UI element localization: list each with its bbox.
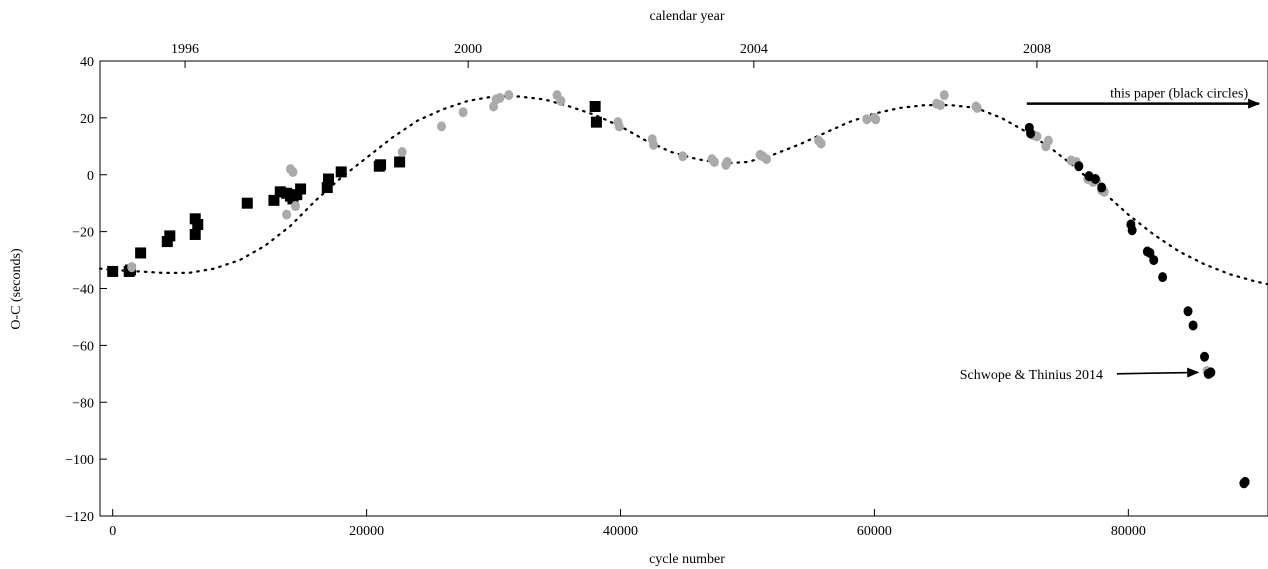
data-point-black-circle (1183, 306, 1193, 317)
data-point-square (189, 213, 201, 225)
x-tick-label: 0 (109, 524, 116, 539)
data-point-gray-circle (504, 90, 514, 101)
y-tick-label: 20 (80, 112, 94, 127)
data-point-square (321, 182, 333, 194)
data-point-square (590, 116, 602, 128)
data-point-square (161, 236, 173, 248)
x-tick-label: 60000 (857, 524, 892, 539)
data-point-gray-circle (556, 95, 566, 106)
data-point-square (107, 265, 119, 277)
data-point-black-circle (1097, 182, 1107, 193)
top-tick-label: 2000 (454, 42, 482, 57)
top-axis-title: calendar year (650, 9, 725, 24)
data-point-square (394, 156, 406, 168)
data-point-black-circle (1090, 174, 1100, 185)
data-point-square (268, 194, 280, 206)
data-point-square (323, 173, 335, 185)
data-point-gray-circle (939, 90, 949, 101)
data-point-black-circle (1074, 161, 1084, 172)
data-point-gray-circle (1043, 135, 1053, 146)
y-tick-label: −40 (72, 283, 94, 298)
data-point-gray-circle (291, 201, 301, 212)
data-point-black-circle (1188, 320, 1198, 331)
data-point-gray-circle (862, 114, 872, 125)
data-point-gray-circle (288, 166, 298, 177)
data-point-square (192, 219, 204, 231)
data-point-square (375, 159, 387, 171)
data-point-gray-circle (678, 151, 688, 162)
x-tick-label: 40000 (603, 524, 638, 539)
y-tick-label: 0 (87, 169, 94, 184)
data-point-square (335, 166, 347, 178)
data-point-gray-circle (972, 102, 982, 113)
data-point-gray-circle (397, 147, 407, 157)
data-point-gray-circle (709, 156, 719, 167)
data-point-square (189, 228, 201, 240)
data-point-gray-circle (871, 114, 881, 125)
axis-ticks-layer: 0 20000 40000 60000 80000 40 20 0 −20 −40 −60 −80 −1… (65, 42, 1146, 539)
data-point-gray-circle (762, 154, 772, 165)
schwope-label: Schwope & Thinius 2014 (960, 368, 1103, 383)
data-point-square (589, 101, 601, 112)
data-point-black-circle (1158, 272, 1168, 283)
data-point-black-circle (1240, 476, 1250, 487)
data-point-gray-circle (458, 107, 468, 118)
data-point-black-circle (1026, 128, 1036, 139)
x-tick-label: 80000 (1111, 524, 1146, 539)
schwope-arrow (1116, 367, 1200, 378)
data-point-black-circle (1200, 351, 1210, 362)
plot-frame (99, 60, 1268, 517)
data-points-layer (107, 90, 1250, 489)
data-point-black-circle (1127, 225, 1137, 236)
this-paper-label: this paper (black circles) (1110, 86, 1248, 101)
y-tick-label: −100 (65, 453, 94, 468)
data-point-gray-circle (649, 139, 659, 150)
data-point-gray-circle (495, 92, 505, 103)
data-point-square (291, 189, 303, 201)
data-point-gray-circle (935, 100, 945, 111)
top-tick-label: 2008 (1023, 42, 1051, 57)
annotation-layer: this paper (black circles) Schwope & Thin… (960, 86, 1261, 383)
y-tick-label: 40 (80, 55, 94, 70)
data-point-gray-circle (127, 262, 137, 273)
data-point-gray-circle (282, 209, 292, 220)
data-point-black-circle (1149, 255, 1159, 266)
y-tick-label: −120 (65, 510, 94, 525)
model-curve (98, 95, 1268, 286)
data-point-square (241, 197, 253, 209)
y-tick-label: −20 (72, 226, 94, 241)
data-point-square (274, 186, 286, 198)
data-point-gray-circle (437, 121, 447, 132)
y-tick-label: −80 (72, 396, 94, 411)
model-curve-layer (98, 95, 1268, 286)
data-point-square (164, 230, 176, 242)
top-tick-label: 1996 (171, 42, 199, 57)
x-tick-label: 20000 (349, 524, 384, 539)
data-point-square (295, 183, 307, 195)
data-point-gray-circle (722, 156, 732, 167)
y-axis-title: O-C (seconds) (9, 248, 24, 330)
data-point-square (135, 247, 147, 259)
y-tick-label: −60 (72, 339, 94, 354)
data-point-gray-circle (816, 138, 826, 149)
data-point-gray-circle (614, 121, 624, 132)
data-point-black-circle (1206, 367, 1216, 378)
x-axis-title: cycle number (649, 552, 725, 567)
top-tick-label: 2004 (740, 42, 768, 57)
